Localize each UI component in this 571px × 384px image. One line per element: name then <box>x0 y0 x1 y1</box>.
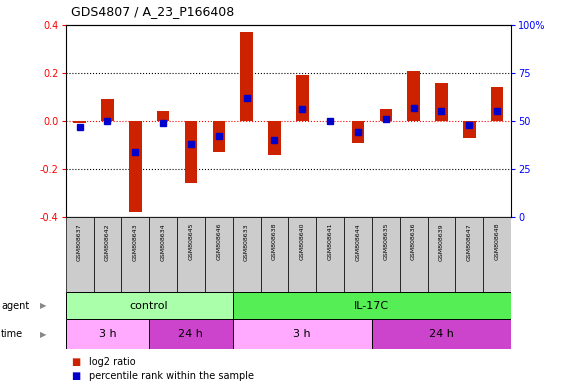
Text: log2 ratio: log2 ratio <box>89 357 135 367</box>
Bar <box>233 319 372 349</box>
Bar <box>407 71 420 121</box>
Text: GSM808647: GSM808647 <box>467 223 472 261</box>
Bar <box>456 217 483 292</box>
Text: GSM808645: GSM808645 <box>188 223 194 260</box>
Text: 24 h: 24 h <box>429 329 454 339</box>
Text: ■: ■ <box>71 357 81 367</box>
Bar <box>352 121 364 142</box>
Bar <box>400 217 428 292</box>
Text: IL-17C: IL-17C <box>354 301 389 311</box>
Bar <box>157 111 170 121</box>
Bar <box>66 292 233 319</box>
Text: GSM808641: GSM808641 <box>328 223 333 260</box>
Text: 3 h: 3 h <box>99 329 116 339</box>
Bar <box>260 217 288 292</box>
Text: GSM808646: GSM808646 <box>216 223 222 260</box>
Text: GSM808636: GSM808636 <box>411 223 416 260</box>
Bar <box>205 217 233 292</box>
Text: 24 h: 24 h <box>179 329 203 339</box>
Text: control: control <box>130 301 168 311</box>
Text: agent: agent <box>1 301 29 311</box>
Text: time: time <box>1 329 23 339</box>
Bar <box>122 217 149 292</box>
Bar <box>296 75 308 121</box>
Text: ■: ■ <box>71 371 81 381</box>
Bar <box>233 217 260 292</box>
Text: GSM808643: GSM808643 <box>132 223 138 261</box>
Bar <box>483 217 511 292</box>
Text: GSM808635: GSM808635 <box>383 223 388 260</box>
Bar <box>233 292 511 319</box>
Bar <box>316 217 344 292</box>
Text: GDS4807 / A_23_P166408: GDS4807 / A_23_P166408 <box>71 5 235 18</box>
Bar <box>372 319 511 349</box>
Text: GSM808639: GSM808639 <box>439 223 444 261</box>
Bar <box>212 121 225 152</box>
Bar <box>435 83 448 121</box>
Bar <box>73 121 86 123</box>
Bar <box>66 319 149 349</box>
Text: GSM808642: GSM808642 <box>105 223 110 261</box>
Bar <box>149 319 233 349</box>
Bar <box>463 121 476 138</box>
Bar <box>129 121 142 212</box>
Bar <box>288 217 316 292</box>
Text: GSM808648: GSM808648 <box>494 223 500 260</box>
Bar <box>240 32 253 121</box>
Bar <box>149 217 177 292</box>
Bar <box>177 217 205 292</box>
Text: percentile rank within the sample: percentile rank within the sample <box>89 371 254 381</box>
Text: ▶: ▶ <box>40 301 46 310</box>
Bar <box>66 217 94 292</box>
Bar <box>94 217 122 292</box>
Bar <box>101 99 114 121</box>
Text: GSM808638: GSM808638 <box>272 223 277 260</box>
Text: ▶: ▶ <box>40 330 46 339</box>
Text: GSM808634: GSM808634 <box>160 223 166 261</box>
Text: GSM808644: GSM808644 <box>355 223 360 261</box>
Text: GSM808637: GSM808637 <box>77 223 82 261</box>
Bar <box>372 217 400 292</box>
Text: GSM808640: GSM808640 <box>300 223 305 260</box>
Text: GSM808633: GSM808633 <box>244 223 249 261</box>
Bar <box>268 121 281 155</box>
Bar <box>491 88 504 121</box>
Bar <box>344 217 372 292</box>
Bar <box>184 121 197 184</box>
Bar <box>380 109 392 121</box>
Bar <box>428 217 456 292</box>
Text: 3 h: 3 h <box>293 329 311 339</box>
